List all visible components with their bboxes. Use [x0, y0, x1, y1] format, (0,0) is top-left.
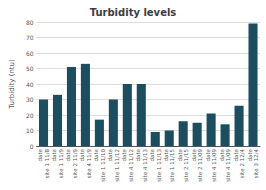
svg-text:date: date	[51, 148, 57, 161]
svg-text:site 1 11/10: site 1 11/10	[100, 149, 106, 182]
svg-text:Turbidity levels: Turbidity levels	[90, 7, 177, 18]
svg-text:site 2 12/4: site 2 12/4	[239, 149, 245, 179]
svg-text:date: date	[135, 148, 141, 161]
svg-text:site 4 11/09: site 4 11/09	[211, 149, 217, 182]
svg-text:site 4 11/09: site 4 11/09	[225, 149, 231, 182]
svg-text:site 4 11/9: site 4 11/9	[86, 149, 92, 179]
svg-text:date: date	[93, 148, 99, 161]
svg-text:site 3 12/4: site 3 12/4	[253, 149, 259, 179]
svg-text:0: 0	[30, 143, 34, 150]
svg-text:date: date	[233, 148, 239, 161]
svg-text:date: date	[191, 148, 197, 161]
svg-text:site 1 11/13: site 1 11/13	[156, 149, 162, 182]
svg-text:10: 10	[26, 127, 34, 134]
svg-text:50: 50	[26, 65, 34, 72]
svg-text:date: date	[65, 148, 71, 161]
svg-text:site 4 11/12: site 4 11/12	[128, 149, 134, 182]
svg-text:site 2 11/9: site 2 11/9	[72, 149, 78, 179]
svg-text:Turbidity (ntu): Turbidity (ntu)	[8, 59, 16, 110]
svg-text:date: date	[149, 148, 155, 161]
svg-text:30: 30	[26, 96, 34, 103]
svg-text:date: date	[79, 148, 85, 161]
svg-text:site 1 11/8: site 1 11/8	[44, 149, 50, 179]
svg-text:date: date	[121, 148, 127, 161]
svg-text:70: 70	[26, 34, 34, 41]
svg-text:date: date	[37, 148, 43, 161]
svg-text:date: date	[219, 148, 225, 161]
svg-text:site 1 11/12: site 1 11/12	[114, 149, 120, 182]
svg-text:60: 60	[26, 50, 34, 57]
svg-text:date: date	[107, 148, 113, 161]
svg-text:site 1 11/9: site 1 11/9	[58, 149, 64, 179]
svg-text:site 1 11/15: site 1 11/15	[169, 149, 175, 182]
svg-text:date: date	[205, 148, 211, 161]
svg-text:date: date	[163, 148, 169, 161]
svg-text:80: 80	[26, 19, 34, 26]
svg-text:site 2 11/15: site 2 11/15	[183, 149, 189, 182]
svg-text:date: date	[247, 148, 253, 161]
svg-text:date: date	[177, 148, 183, 161]
svg-text:site 4 11/13: site 4 11/13	[142, 149, 148, 182]
svg-text:40: 40	[26, 81, 34, 88]
svg-text:20: 20	[26, 112, 34, 119]
svg-text:site 2 11/09: site 2 11/09	[197, 149, 203, 182]
